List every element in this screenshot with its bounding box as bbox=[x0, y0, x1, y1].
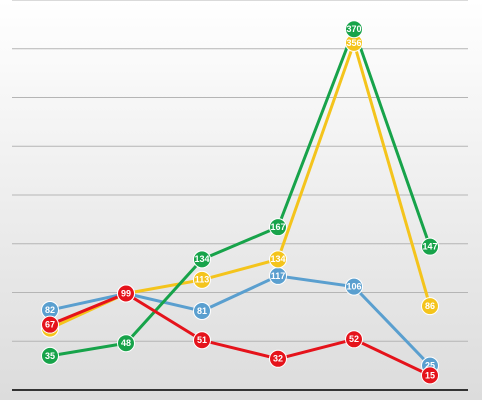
data-label: 117 bbox=[271, 271, 286, 281]
point bbox=[421, 366, 439, 385]
point bbox=[41, 315, 59, 334]
point bbox=[421, 237, 439, 256]
data-label: 15 bbox=[425, 370, 435, 380]
point bbox=[269, 218, 287, 237]
point bbox=[117, 284, 135, 303]
data-label: 81 bbox=[197, 306, 207, 316]
data-label: 113 bbox=[195, 275, 210, 285]
data-label: 82 bbox=[45, 305, 55, 315]
series-line bbox=[49, 291, 431, 377]
data-label: 134 bbox=[194, 254, 209, 264]
data-label: 32 bbox=[273, 354, 283, 364]
data-label: 52 bbox=[349, 334, 359, 344]
data-label: 167 bbox=[270, 222, 285, 232]
data-label: 25 bbox=[425, 361, 435, 371]
point bbox=[193, 270, 211, 289]
data-label: 51 bbox=[197, 335, 207, 345]
data-label: 147 bbox=[422, 242, 437, 252]
data-label: 370 bbox=[346, 24, 361, 34]
point bbox=[117, 334, 135, 353]
data-label: 35 bbox=[45, 351, 55, 361]
series-line bbox=[49, 24, 432, 358]
data-label: 67 bbox=[45, 320, 55, 330]
point bbox=[41, 346, 59, 365]
point bbox=[421, 297, 439, 316]
data-label: 99 bbox=[121, 288, 131, 298]
point bbox=[193, 250, 211, 269]
point bbox=[269, 250, 287, 269]
series-line bbox=[49, 274, 432, 367]
point bbox=[269, 349, 287, 368]
point bbox=[345, 330, 363, 349]
data-label: 86 bbox=[425, 301, 435, 311]
point bbox=[193, 331, 211, 350]
data-label: 48 bbox=[121, 338, 131, 348]
point bbox=[345, 20, 363, 39]
point bbox=[345, 277, 363, 296]
point bbox=[193, 302, 211, 321]
data-label: 134 bbox=[270, 254, 285, 264]
data-label: 356 bbox=[346, 38, 361, 48]
data-label: 106 bbox=[346, 282, 361, 292]
